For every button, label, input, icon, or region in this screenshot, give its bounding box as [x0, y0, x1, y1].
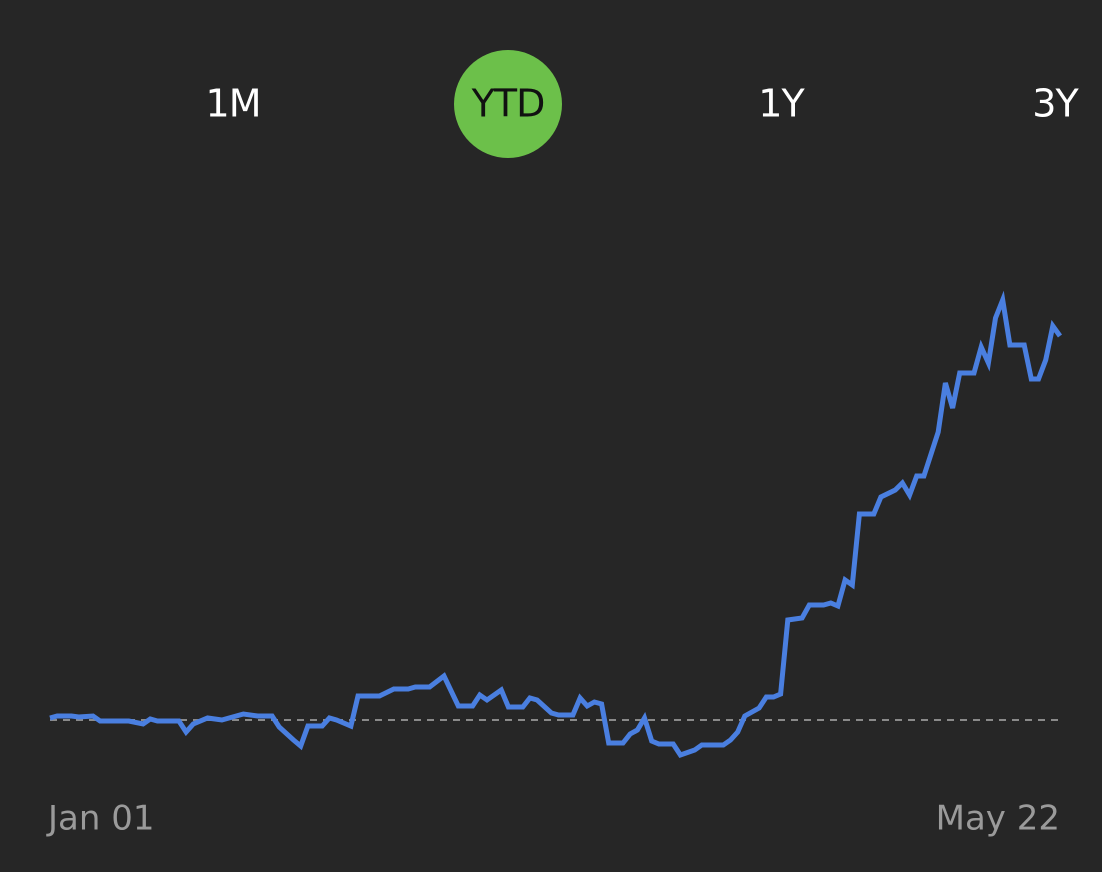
- price-line: [49, 290, 1063, 759]
- tab-highlight: [454, 50, 562, 158]
- x-tick-label: May 22: [936, 799, 1060, 839]
- range-tab[interactable]: 1Y: [758, 82, 806, 126]
- x-tick-label: Jan 01: [46, 799, 154, 839]
- range-tab[interactable]: 1M: [206, 82, 262, 126]
- range-tab[interactable]: YTD: [471, 82, 546, 126]
- range-tab[interactable]: 3Y: [1032, 82, 1080, 126]
